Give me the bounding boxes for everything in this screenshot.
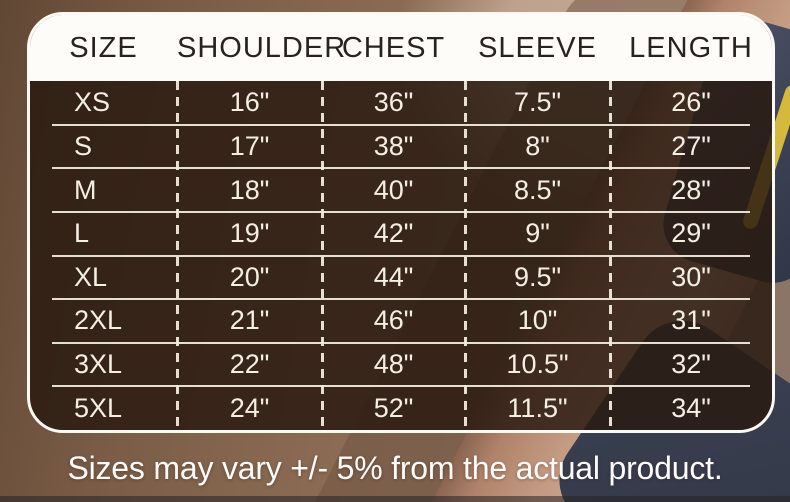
- cell-chest: 40": [373, 174, 414, 205]
- table-row-xs: XS 16" 36" 7.5" 26": [30, 81, 772, 126]
- column-header-sleeve: SLEEVE: [478, 31, 597, 64]
- cell-shoulder: 22": [229, 349, 270, 380]
- cell-chest: 46": [373, 305, 414, 336]
- cell-sleeve: 10": [517, 305, 558, 336]
- column-header-size: SIZE: [69, 31, 138, 64]
- table-row-xl: XL 20" 44" 9.5" 30": [30, 256, 772, 300]
- cell-sleeve: 10.5": [506, 349, 569, 380]
- table-row-l: L 19" 42" 9" 29": [30, 212, 772, 257]
- cell-size: 2XL: [74, 305, 123, 336]
- cell-length: 26": [671, 87, 711, 118]
- cell-shoulder: 19": [229, 218, 270, 249]
- cell-length: 34": [671, 392, 711, 423]
- cell-size: L: [74, 218, 90, 249]
- cell-shoulder: 21": [229, 305, 270, 336]
- cell-length: 32": [671, 349, 711, 380]
- cell-size: S: [74, 130, 93, 161]
- cell-sleeve: 8.5": [513, 174, 562, 205]
- cell-chest: 44": [373, 261, 414, 292]
- column-header-chest: CHEST: [341, 31, 446, 64]
- cell-shoulder: 24": [229, 392, 270, 423]
- cell-length: 28": [671, 174, 711, 205]
- table-row-s: S 17" 38" 8" 27": [30, 125, 772, 169]
- cell-sleeve: 8": [525, 130, 550, 161]
- cell-size: 3XL: [74, 349, 123, 380]
- cell-size: 5XL: [74, 392, 123, 423]
- table-row-2xl: 2XL 21" 46" 10" 31": [30, 299, 772, 344]
- cell-sleeve: 11.5": [507, 392, 568, 423]
- table-row-3xl: 3XL 22" 48" 10.5" 32": [30, 343, 772, 387]
- cell-size: XS: [74, 87, 111, 118]
- cell-chest: 52": [373, 392, 414, 423]
- cell-length: 31": [671, 305, 711, 336]
- cell-size: XL: [74, 261, 108, 292]
- size-chart-card: SIZE SHOULDER CHEST SLEEVE LENGTH XS 16"…: [27, 12, 775, 433]
- cell-chest: 36": [373, 87, 414, 118]
- table-row-5xl: 5XL 24" 52" 11.5" 34": [30, 386, 772, 430]
- cell-shoulder: 18": [229, 174, 270, 205]
- cell-length: 30": [671, 261, 711, 292]
- cell-shoulder: 16": [229, 87, 270, 118]
- cell-sleeve: 7.5": [513, 87, 562, 118]
- size-chart-header-row: SIZE SHOULDER CHEST SLEEVE LENGTH: [30, 15, 772, 81]
- cell-shoulder: 20": [229, 261, 270, 292]
- cell-chest: 42": [373, 218, 414, 249]
- cell-sleeve: 9": [525, 218, 550, 249]
- table-row-m: M 18" 40" 8.5" 28": [30, 168, 772, 213]
- disclaimer-text: Sizes may vary +/- 5% from the actual pr…: [67, 450, 723, 486]
- photo-bottom-edge: [0, 496, 790, 502]
- cell-size: M: [74, 174, 97, 205]
- column-header-length: LENGTH: [629, 31, 753, 64]
- cell-sleeve: 9.5": [513, 261, 562, 292]
- cell-length: 29": [671, 218, 711, 249]
- cell-shoulder: 17": [229, 130, 270, 161]
- column-header-shoulder: SHOULDER: [177, 31, 347, 64]
- cell-length: 27": [671, 130, 711, 161]
- cell-chest: 38": [373, 130, 414, 161]
- size-chart-body: XS 16" 36" 7.5" 26" S 17" 38" 8" 27" M 1…: [30, 81, 772, 430]
- cell-chest: 48": [373, 349, 414, 380]
